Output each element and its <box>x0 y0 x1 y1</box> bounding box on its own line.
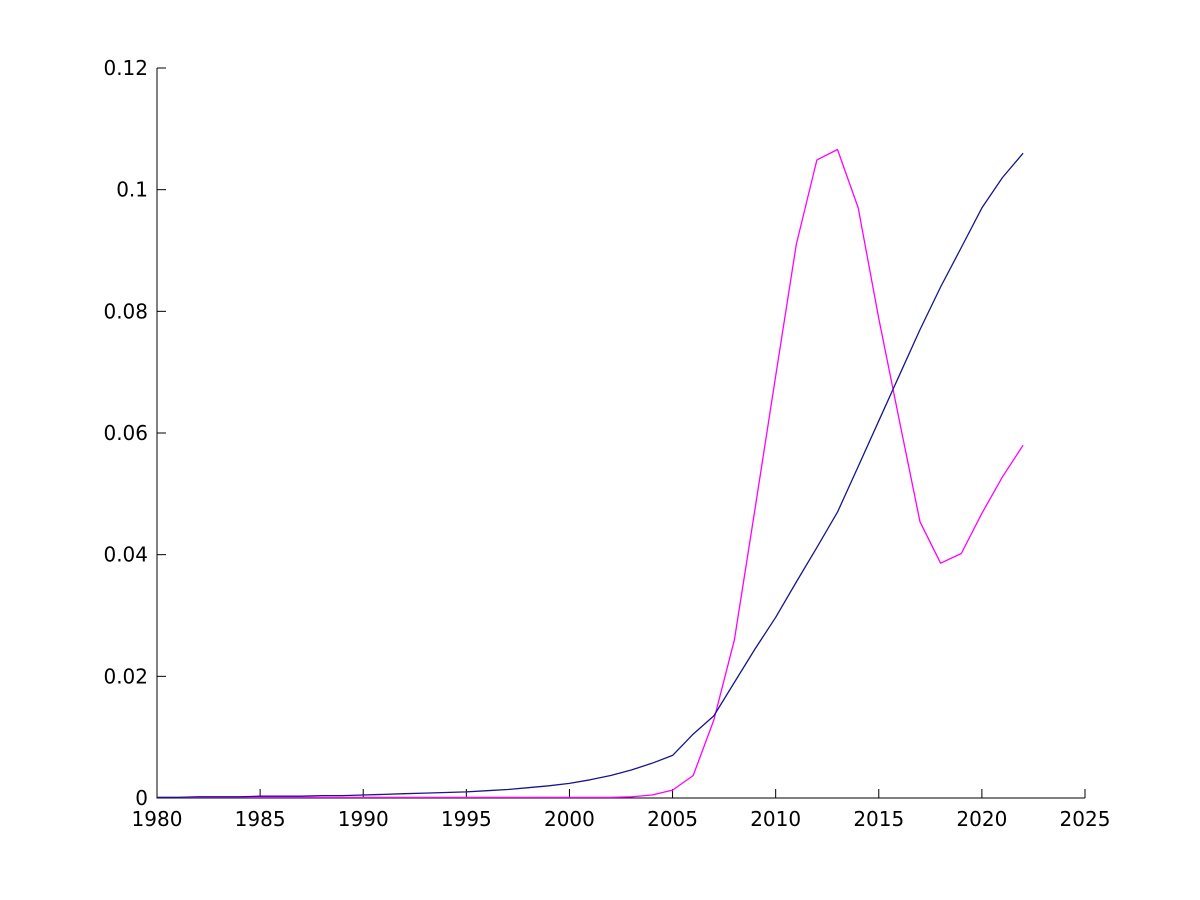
x-tick-label: 1990 <box>338 807 389 831</box>
magenta-curve-line <box>157 148 1024 799</box>
y-tick-label: 0.06 <box>103 421 148 445</box>
x-tick-label: 2005 <box>647 807 698 831</box>
y-tick-label: 0.08 <box>103 299 148 323</box>
y-tick-label: 0.04 <box>103 543 148 567</box>
x-tick-label: 1985 <box>235 807 286 831</box>
y-tick-label: 0 <box>135 786 148 810</box>
axes-lines <box>156 68 1085 799</box>
x-tick-label: 2015 <box>853 807 904 831</box>
x-tick-label: 1995 <box>441 807 492 831</box>
x-tick-label: 1980 <box>132 807 183 831</box>
y-tick-label: 0.1 <box>116 178 148 202</box>
y-tick-label: 0.12 <box>103 56 148 80</box>
x-tick-label: 2025 <box>1060 807 1111 831</box>
x-tick-label: 2010 <box>750 807 801 831</box>
dark-blue-curve-line <box>157 152 1024 799</box>
x-tick-label: 2000 <box>544 807 595 831</box>
x-tick-label: 2020 <box>956 807 1007 831</box>
y-tick-label: 0.02 <box>103 664 148 688</box>
